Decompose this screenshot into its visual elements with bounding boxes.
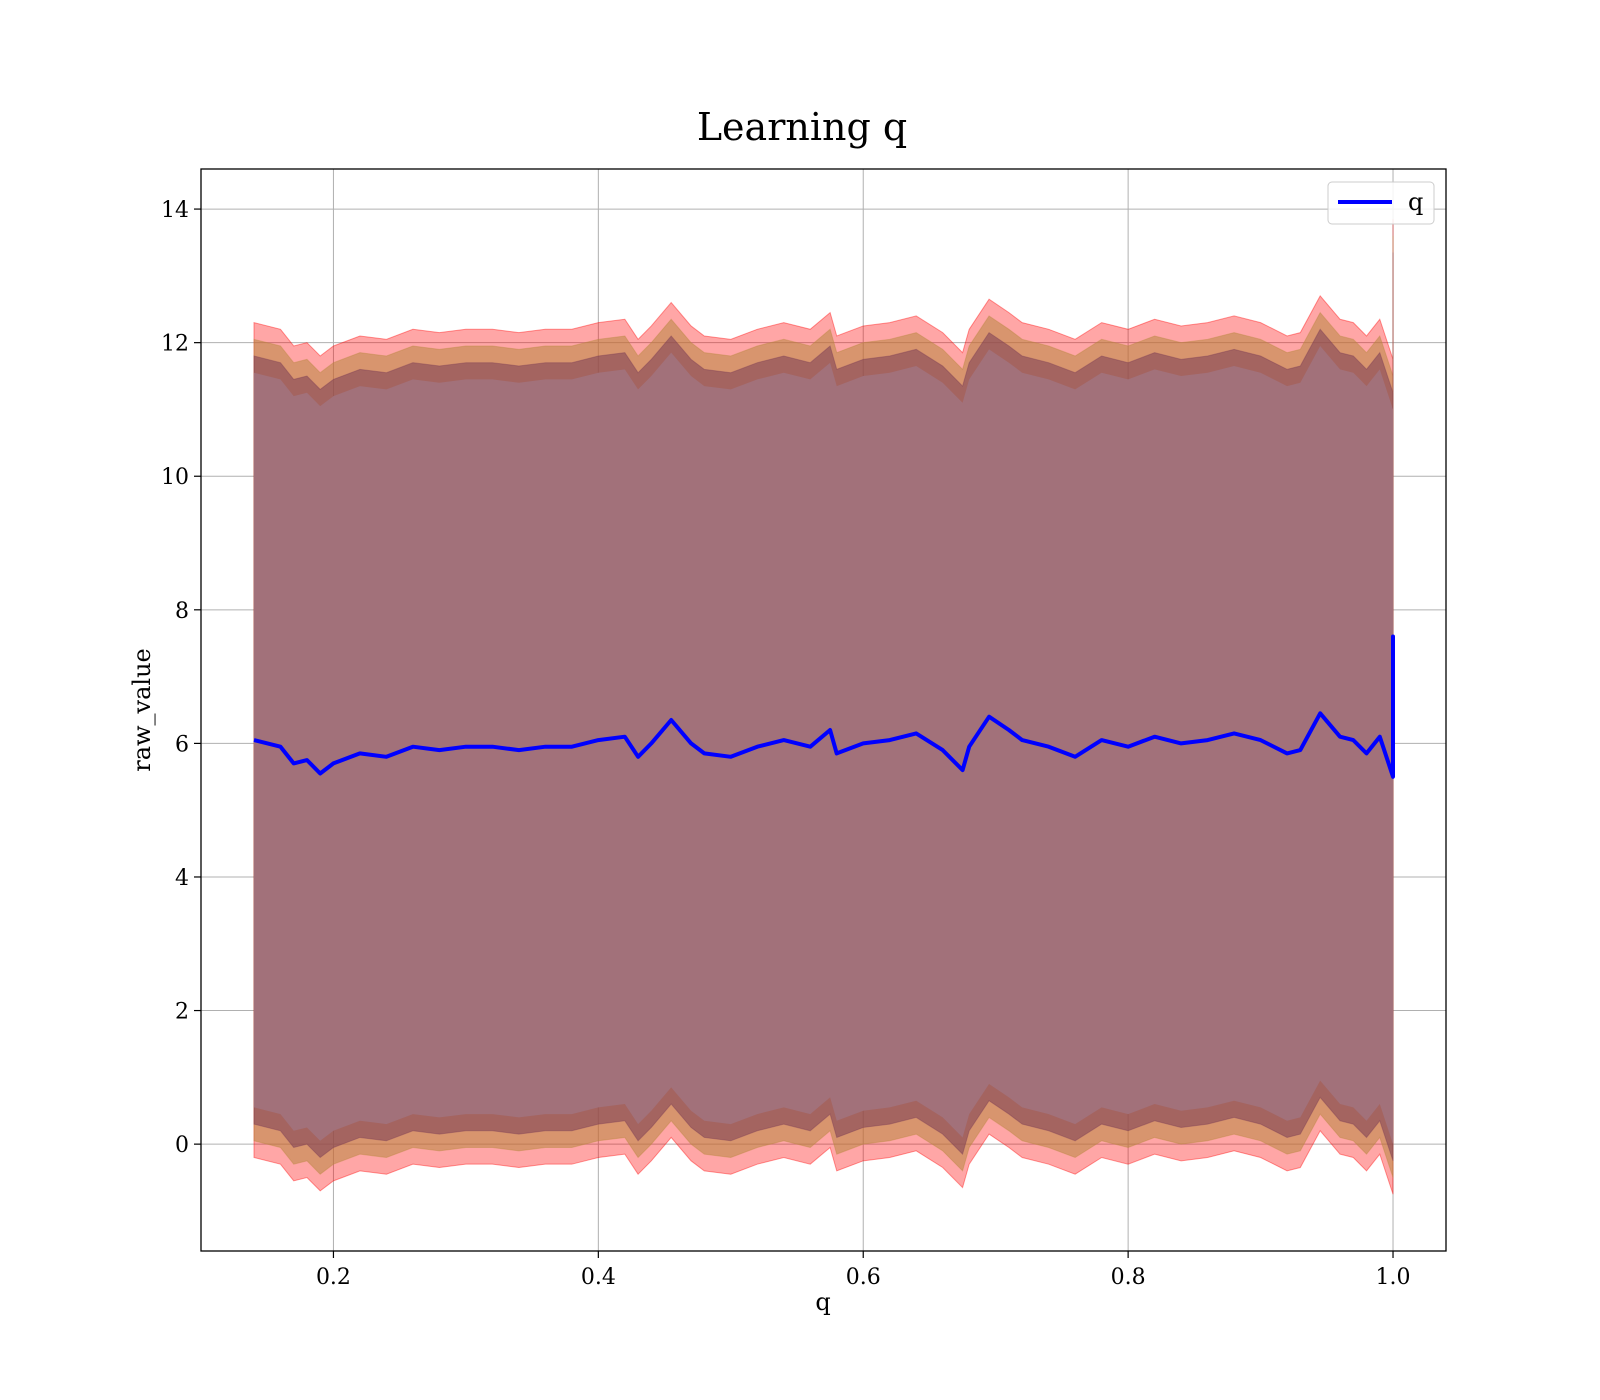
y-tick-label: 8 [175, 599, 189, 624]
y-tick-label: 4 [175, 866, 189, 891]
legend: q [1327, 181, 1435, 225]
x-tick-label: 0.6 [846, 1265, 881, 1290]
x-axis-label: q [815, 1288, 830, 1316]
band-core [253, 269, 1394, 1145]
y-axis-ticks: 0 2 4 6 8 10 12 14 [161, 198, 201, 1158]
chart-title: Learning q [697, 105, 907, 149]
y-tick-label: 2 [175, 1000, 189, 1025]
y-axis-label: raw_value [128, 648, 156, 772]
line-layer [253, 634, 1395, 779]
x-axis-ticks: 0.2 0.4 0.6 0.8 1.0 [316, 1251, 1411, 1290]
x-tick-label: 0.8 [1111, 1265, 1146, 1290]
y-tick-label: 6 [175, 732, 189, 757]
x-tick-label: 1.0 [1376, 1265, 1411, 1290]
legend-entry-q: q [1408, 188, 1423, 216]
y-tick-label: 12 [161, 332, 189, 357]
x-tick-label: 0.2 [316, 1265, 351, 1290]
plot-frame [200, 168, 1447, 1252]
x-tick-label: 0.4 [581, 1265, 616, 1290]
y-tick-label: 14 [161, 198, 189, 223]
series-line-q [253, 634, 1395, 779]
band-layer [253, 219, 1394, 1195]
y-tick-label: 0 [175, 1133, 189, 1158]
y-tick-label: 10 [161, 465, 189, 490]
